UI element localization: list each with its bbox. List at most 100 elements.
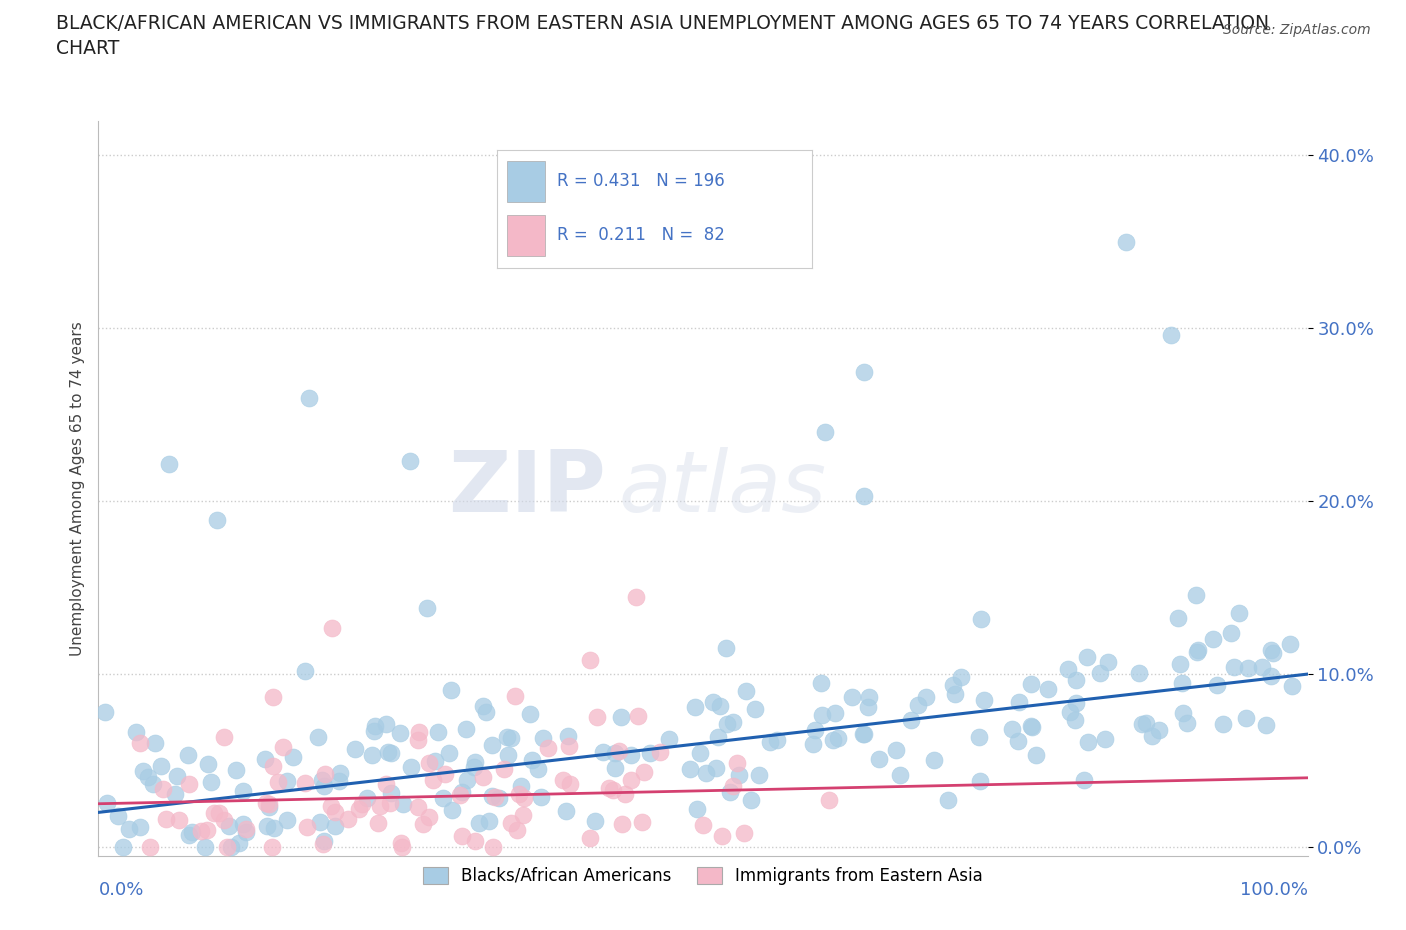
Point (262, 840, 284, 855)
Point (943, 686, 966, 701)
Point (294, 664, 316, 679)
Point (337, 811, 360, 826)
Point (853, 365, 876, 379)
Point (165, 787, 187, 802)
Point (508, 786, 530, 801)
Point (853, 726, 876, 741)
Point (758, 735, 780, 750)
Point (638, 745, 661, 760)
Point (1202, 631, 1225, 646)
Point (852, 726, 875, 741)
Point (633, 764, 655, 779)
Point (1220, 625, 1243, 640)
Point (814, 424, 837, 439)
Point (1090, 666, 1112, 681)
Point (467, 816, 489, 830)
Point (298, 391, 321, 405)
Point (232, 817, 254, 831)
Point (142, 777, 165, 791)
Text: Source: ZipAtlas.com: Source: ZipAtlas.com (1223, 23, 1371, 37)
Point (259, 796, 281, 811)
Point (1160, 327, 1182, 342)
Point (827, 731, 849, 746)
Point (1185, 588, 1208, 603)
Point (1097, 655, 1119, 670)
Point (312, 837, 335, 852)
Point (432, 791, 454, 806)
Point (537, 740, 560, 755)
Point (276, 774, 298, 789)
Point (266, 775, 288, 790)
Point (1001, 722, 1024, 737)
Point (886, 743, 908, 758)
Text: atlas: atlas (619, 446, 827, 530)
Point (194, 840, 217, 855)
Point (620, 773, 643, 788)
Point (803, 723, 825, 737)
Point (1227, 606, 1250, 621)
Point (1019, 676, 1042, 691)
Point (143, 736, 166, 751)
Point (735, 684, 758, 698)
Point (1212, 716, 1234, 731)
Point (821, 732, 844, 747)
Point (733, 826, 755, 841)
Point (434, 766, 457, 781)
Point (344, 741, 367, 756)
Point (607, 743, 630, 758)
Y-axis label: Unemployment Among Ages 65 to 74 years: Unemployment Among Ages 65 to 74 years (69, 321, 84, 656)
Point (740, 792, 762, 807)
Point (139, 840, 162, 855)
Point (377, 745, 399, 760)
Point (475, 704, 498, 719)
Point (406, 800, 429, 815)
Point (512, 808, 534, 823)
Point (721, 714, 744, 729)
Point (1149, 723, 1171, 737)
Point (868, 751, 890, 766)
Point (451, 829, 474, 844)
Point (408, 724, 430, 739)
Point (464, 754, 486, 769)
Point (1187, 643, 1209, 658)
Point (408, 732, 430, 747)
Point (212, 730, 235, 745)
Point (1063, 712, 1085, 727)
Point (530, 790, 553, 804)
Point (858, 689, 880, 704)
Point (329, 765, 352, 780)
Point (312, 778, 335, 793)
Point (254, 796, 277, 811)
Point (714, 641, 737, 656)
Point (94, 704, 117, 719)
Point (1021, 719, 1043, 734)
Point (166, 769, 188, 784)
Point (1175, 716, 1198, 731)
Point (208, 805, 231, 820)
Point (499, 731, 522, 746)
Point (118, 822, 141, 837)
Point (598, 780, 620, 795)
Point (818, 793, 841, 808)
Point (263, 821, 285, 836)
Point (1007, 734, 1029, 749)
Point (711, 829, 734, 844)
Point (922, 753, 945, 768)
Point (704, 760, 727, 775)
Point (1185, 644, 1208, 659)
Point (412, 817, 434, 831)
Point (202, 805, 225, 820)
Point (253, 751, 276, 766)
Point (1059, 705, 1081, 720)
Point (132, 764, 155, 778)
Point (439, 683, 461, 698)
Point (197, 757, 219, 772)
Point (841, 689, 863, 704)
Point (425, 753, 447, 768)
Point (583, 814, 606, 829)
Point (801, 737, 824, 751)
Point (1281, 679, 1303, 694)
Point (368, 799, 391, 814)
Point (721, 778, 744, 793)
Point (811, 707, 834, 722)
